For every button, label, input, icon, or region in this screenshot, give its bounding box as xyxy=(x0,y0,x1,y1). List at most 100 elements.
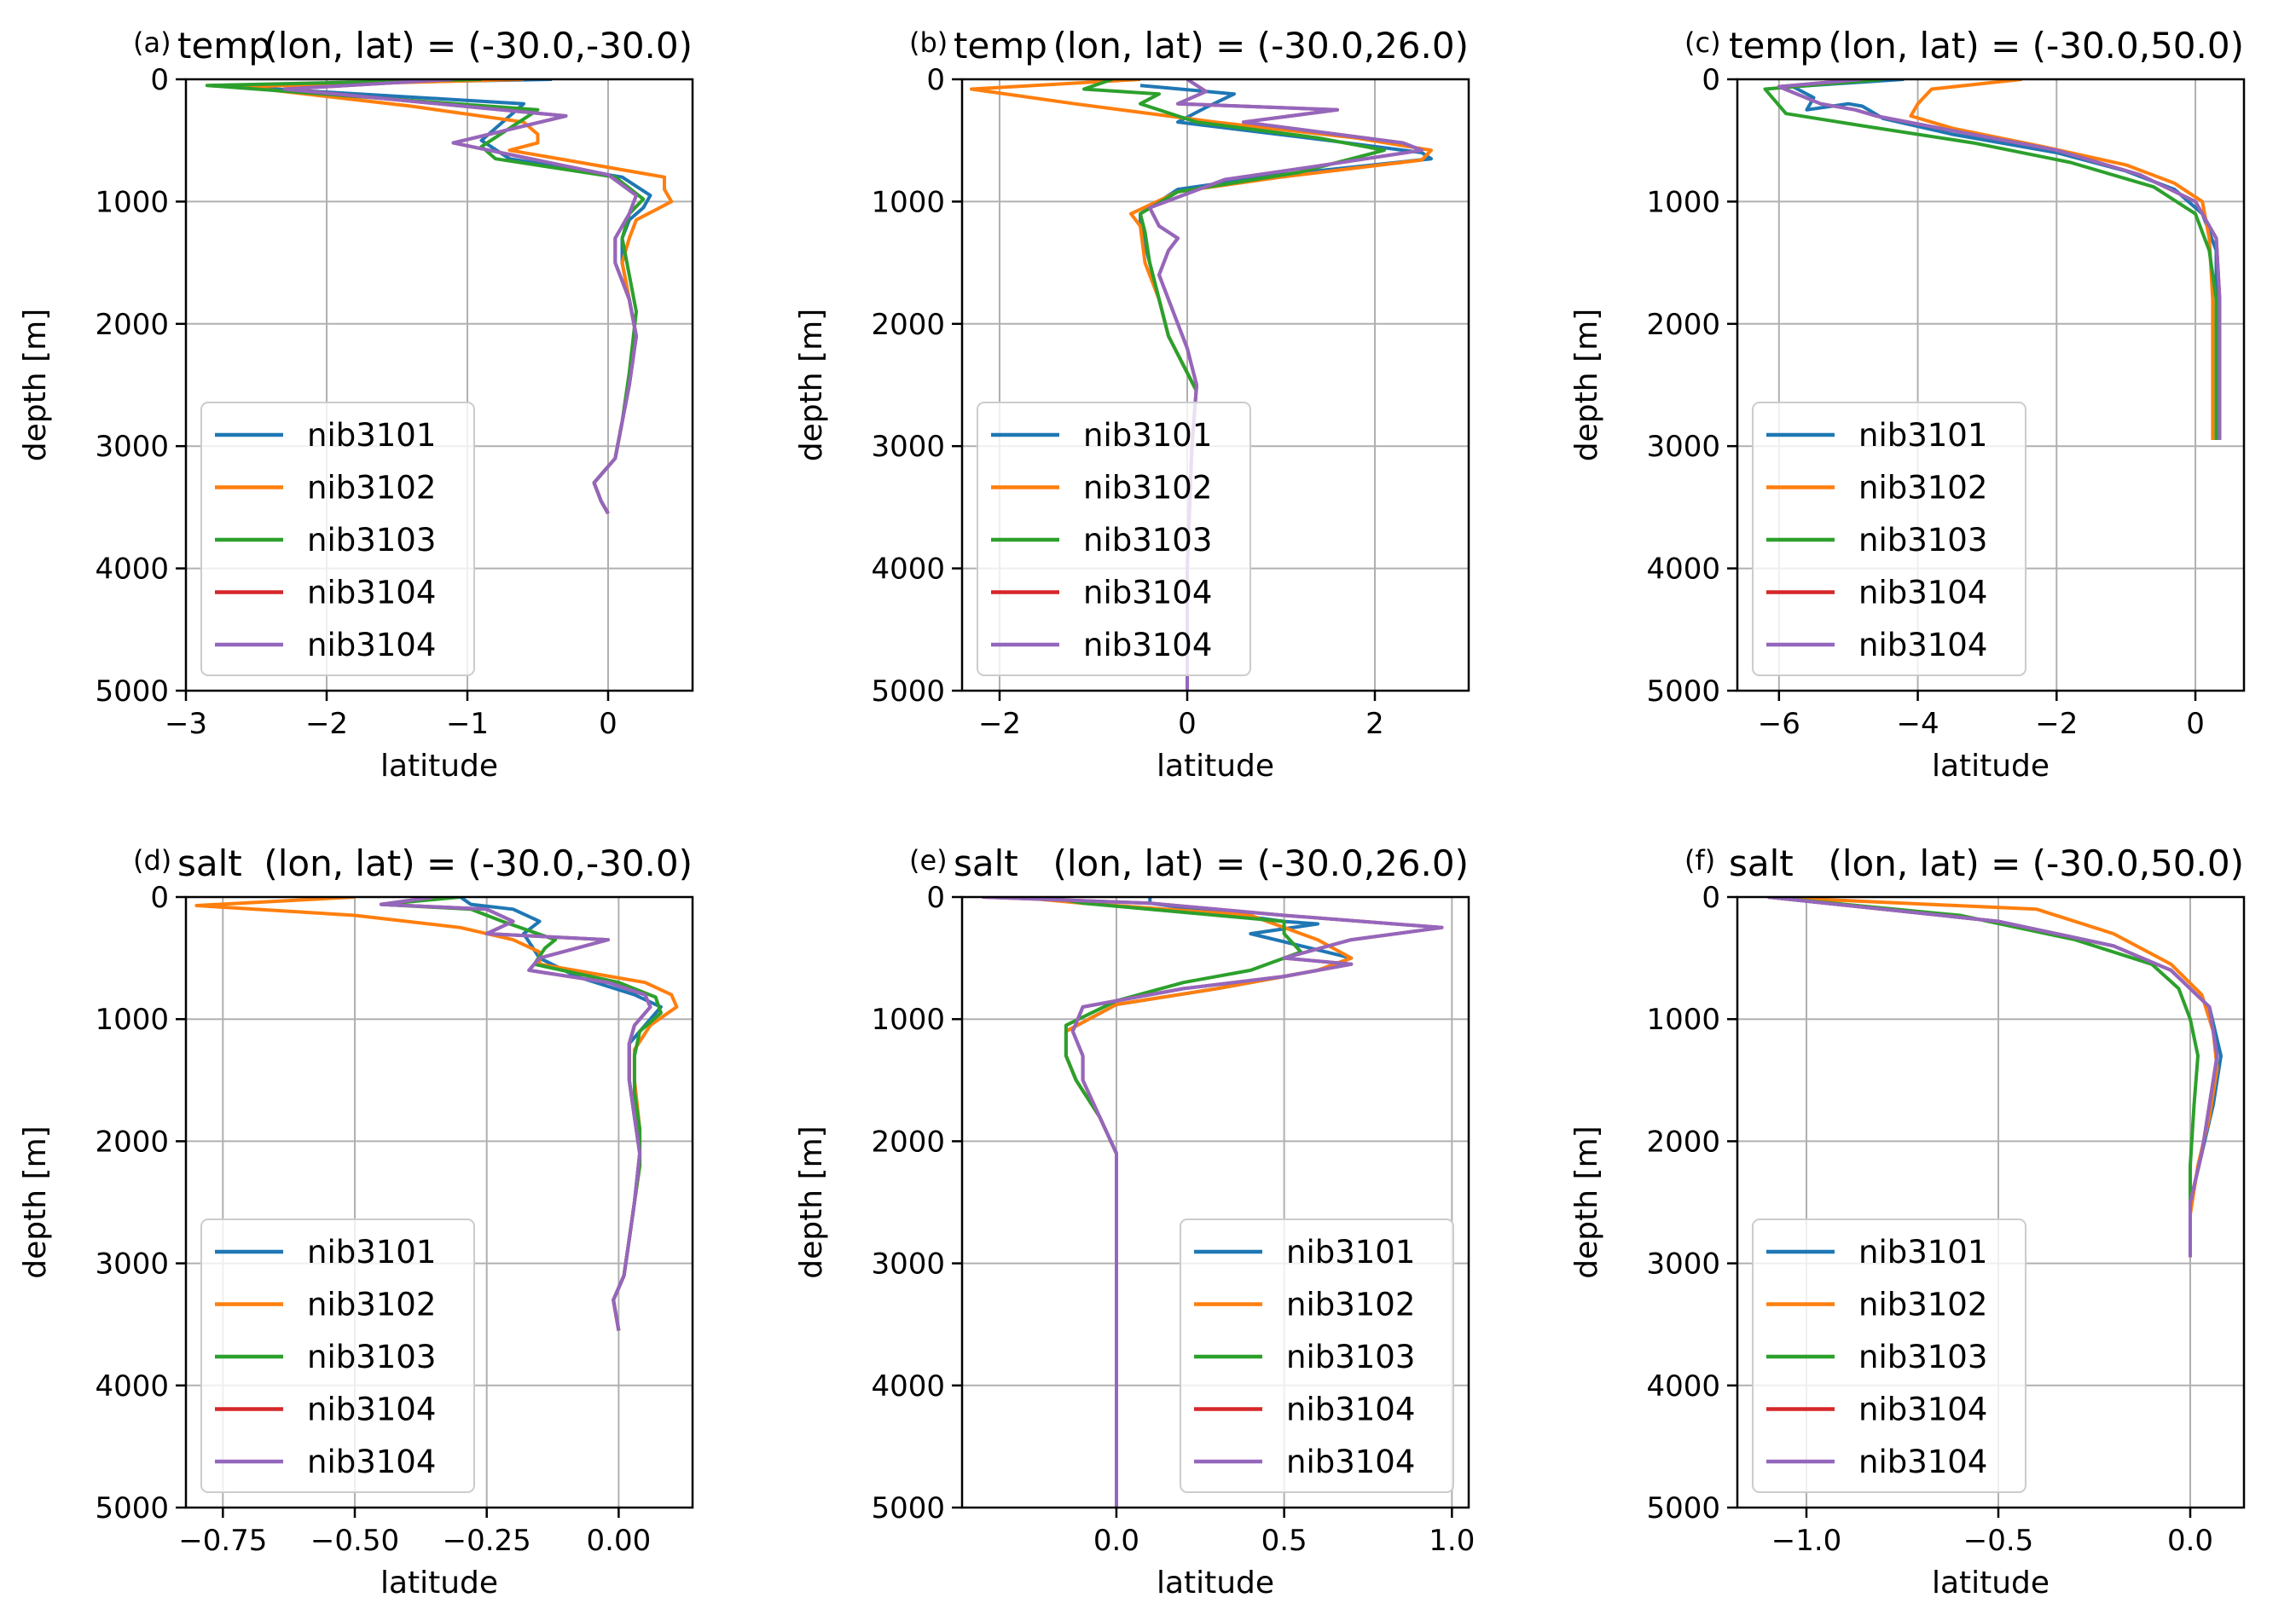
legend-box xyxy=(1180,1218,1454,1493)
x-tick-label: −3 xyxy=(165,707,207,741)
y-tick-label: 2000 xyxy=(871,308,945,342)
y-tick-label: 1000 xyxy=(95,185,169,219)
legend-entry-label: nib3104 xyxy=(1858,1392,1987,1428)
x-tick-label: 0 xyxy=(1178,707,1197,741)
legend-entry-label: nib3102 xyxy=(1083,470,1212,506)
y-tick-label: 1000 xyxy=(1646,1003,1720,1037)
x-tick-label: −0.25 xyxy=(443,1524,531,1558)
panel-b: −2 0 2 0 1000 2000 3000 4000 5000 latitude depth [… xyxy=(794,25,1470,784)
y-tick-label: 2000 xyxy=(95,308,169,342)
y-tick-label: 5000 xyxy=(871,674,945,709)
y-tick-label: 0 xyxy=(150,63,169,97)
x-tick-label: 0.0 xyxy=(1093,1524,1139,1558)
series-line-nib3104 xyxy=(1767,897,2219,1258)
legend-box xyxy=(1752,402,2026,676)
y-tick-label: 4000 xyxy=(95,1369,169,1404)
series-line-nib3103 xyxy=(1767,897,2200,1258)
x-tick-label: −2 xyxy=(2035,707,2078,741)
panel-variable: salt xyxy=(954,842,1018,884)
series-line-nib3101 xyxy=(1791,79,2218,440)
x-axis-label: latitude xyxy=(1157,749,1274,784)
legend-entry-label: nib3101 xyxy=(1858,1234,1987,1271)
legend-entry-label: nib3101 xyxy=(1083,417,1212,454)
x-axis-label: latitude xyxy=(1157,1566,1274,1601)
axes-frame xyxy=(1736,78,2246,692)
x-axis-label: latitude xyxy=(1932,1566,2050,1601)
x-axis-label: latitude xyxy=(1932,749,2050,784)
legend-box xyxy=(977,402,1251,676)
series-line-nib3101 xyxy=(459,897,663,1331)
y-tick-label: 4000 xyxy=(1646,1369,1720,1404)
y-tick-label: 2000 xyxy=(95,1125,169,1159)
legend: nib3101 nib3102 nib3103 nib3104 nib3104 xyxy=(1752,402,2026,676)
y-tick-label: 3000 xyxy=(95,1247,169,1282)
panel-d: −0.75 −0.50 −0.25 0.00 0 1000 2000 3000 4000 5000… xyxy=(18,842,694,1601)
y-tick-label: 1000 xyxy=(871,1003,945,1037)
y-tick-label: 5000 xyxy=(871,1491,945,1525)
legend: nib3101 nib3102 nib3103 nib3104 nib3104 xyxy=(1752,1218,2026,1493)
legend-entry-label: nib3104 xyxy=(1286,1444,1415,1480)
y-tick-label: 0 xyxy=(1702,881,1720,915)
y-tick-label: 3000 xyxy=(95,430,169,464)
x-tick-label: 1.0 xyxy=(1429,1524,1475,1558)
legend-entry-label: nib3104 xyxy=(307,1444,436,1480)
legend-entry-label: nib3103 xyxy=(1858,1339,1987,1375)
panel-title: (lon, lat) = (-30.0,50.0) xyxy=(1828,25,2244,67)
legend-entry-label: nib3103 xyxy=(1083,522,1212,559)
y-tick-label: 3000 xyxy=(1646,430,1720,464)
y-axis-label: depth [m] xyxy=(18,1126,53,1278)
y-tick-label: 2000 xyxy=(1646,1125,1720,1159)
axes-frame xyxy=(184,78,694,692)
legend-entry-label: nib3104 xyxy=(307,1392,436,1428)
panel-title: (lon, lat) = (-30.0,-30.0) xyxy=(264,842,693,884)
y-tick-label: 3000 xyxy=(871,1247,945,1282)
x-tick-label: −1.0 xyxy=(1771,1524,1842,1558)
panel-a: −3 −2 −1 0 0 1000 2000 3000 4000 5000 latitude dept… xyxy=(18,25,694,784)
legend-entry-label: nib3101 xyxy=(1286,1234,1415,1271)
series-line-nib3103 xyxy=(1763,79,2218,440)
series-line-nib3104 xyxy=(1777,79,2222,440)
legend-entry-label: nib3104 xyxy=(1858,575,1987,611)
legend-entry-label: nib3101 xyxy=(1858,417,1987,454)
y-tick-label: 0 xyxy=(150,881,169,915)
series-line-nib3103 xyxy=(1082,79,1386,392)
panel-variable: salt xyxy=(177,842,242,884)
panel-variable: temp xyxy=(954,25,1047,67)
legend-entry-label: nib3102 xyxy=(1858,470,1987,506)
y-axis-label: depth [m] xyxy=(794,1126,829,1278)
x-axis-label: latitude xyxy=(380,749,498,784)
x-tick-label: 0 xyxy=(2186,707,2205,741)
y-tick-label: 3000 xyxy=(871,430,945,464)
legend-entry-label: nib3104 xyxy=(307,575,436,611)
x-tick-label: 2 xyxy=(1365,707,1384,741)
y-tick-label: 5000 xyxy=(95,674,169,709)
legend-entry-label: nib3103 xyxy=(1858,522,1987,559)
panel-title: (lon, lat) = (-30.0,50.0) xyxy=(1828,842,2244,884)
panel-f: −1.0 −0.5 0.0 0 1000 2000 3000 4000 5000 latitude… xyxy=(1569,842,2246,1601)
x-axis-label: latitude xyxy=(380,1566,498,1601)
y-axis-label: depth [m] xyxy=(18,309,53,461)
series-line-nib3102 xyxy=(1767,897,2219,1258)
y-tick-label: 4000 xyxy=(871,1369,945,1404)
x-tick-label: −0.75 xyxy=(178,1524,267,1558)
series-line-nib3101 xyxy=(1767,897,2223,1258)
legend: nib3101 nib3102 nib3103 nib3104 nib3104 xyxy=(200,1218,475,1493)
x-tick-label: −1 xyxy=(446,707,489,741)
y-axis-label: depth [m] xyxy=(794,309,829,461)
legend-entry-label: nib3103 xyxy=(307,1339,436,1375)
legend-entry-label: nib3102 xyxy=(1858,1287,1987,1323)
legend-entry-label: nib3101 xyxy=(307,417,436,454)
y-tick-label: 4000 xyxy=(1646,553,1720,587)
y-tick-label: 1000 xyxy=(871,185,945,219)
legend-box xyxy=(200,1218,475,1493)
legend: nib3101 nib3102 nib3103 nib3104 nib3104 xyxy=(1180,1218,1454,1493)
series-line-nib3104 xyxy=(282,79,638,515)
y-tick-label: 0 xyxy=(926,881,945,915)
axes-frame xyxy=(184,895,694,1509)
legend-entry-label: nib3104 xyxy=(307,627,436,663)
y-tick-label: 4000 xyxy=(95,553,169,587)
series-line-nib3104 xyxy=(1148,79,1423,691)
y-tick-label: 2000 xyxy=(871,1125,945,1159)
panel-letter: (f) xyxy=(1684,844,1715,877)
